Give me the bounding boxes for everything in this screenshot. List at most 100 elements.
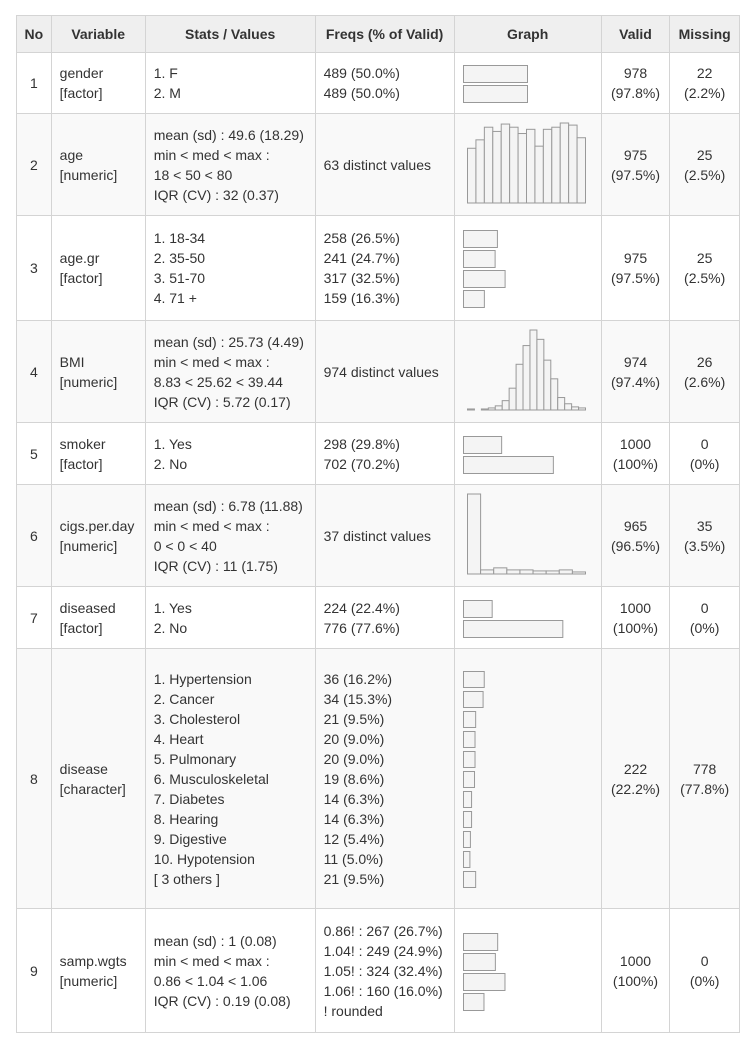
variable-cell: age.gr [factor]: [50, 215, 146, 321]
valid-cell: 975 (97.5%): [600, 215, 671, 321]
missing-line: 25: [696, 250, 713, 266]
graph-svg: [462, 670, 485, 888]
table-body: 1 gender [factor] 1. F 2. M 489 (50.0%) 489 (5…: [16, 52, 740, 1033]
stats-cell: 1. Yes 2. No: [144, 586, 316, 649]
histogram-bar: [501, 399, 510, 411]
col-header-variable: Variable: [50, 15, 146, 53]
stats-line: 5. Pulmonary: [153, 750, 237, 767]
variable-line: [character]: [59, 780, 126, 797]
graph-cell: [453, 484, 602, 587]
freq-line: 14 (6.3%): [323, 790, 385, 807]
histogram-bar: [567, 124, 578, 203]
valid-line: 1000: [619, 599, 652, 616]
row-number: 1: [16, 52, 52, 114]
valid-line: 975: [623, 250, 648, 266]
histogram-bar: [532, 569, 547, 575]
table-row: 8 disease [character] 1. Hypertension 2. Can…: [16, 648, 740, 909]
header-row: No Variable Stats / Values Freqs (% of V…: [16, 15, 740, 53]
table-row: 1 gender [factor] 1. F 2. M 489 (50.0%) 489 (5…: [16, 52, 740, 114]
table-row: 3 age.gr [factor] 1. 18-34 2. 35-50 3. 51-70 4…: [16, 215, 740, 321]
graph-svg: [466, 493, 586, 575]
freq-line: 19 (8.6%): [323, 770, 385, 787]
stats-line: 2. M: [153, 85, 181, 101]
freqs-cell: 298 (29.8%) 702 (70.2%): [314, 422, 455, 485]
stats-line: 9. Digestive: [153, 830, 227, 847]
variable-line: BMI: [59, 353, 85, 370]
stats-line: 1. Yes: [153, 435, 192, 452]
histogram-bar: [466, 147, 477, 203]
freq-bar: [462, 599, 493, 618]
stats-line: 1. F: [153, 65, 178, 81]
freq-line: 11 (5.0%): [323, 850, 384, 867]
col-header-valid: Valid: [600, 15, 671, 53]
variable-cell: BMI [numeric]: [50, 320, 146, 423]
table-row: 6 cigs.per.day [numeric] mean (sd) : 6.78 (…: [16, 484, 740, 587]
freq-line: 317 (32.5%): [323, 270, 400, 286]
stats-cell: mean (sd) : 1 (0.08) min < med < max : 0.8…: [144, 908, 316, 1033]
stats-line: 1. Yes: [153, 599, 192, 616]
graph-cell: [453, 908, 602, 1033]
missing-line: (2.2%): [684, 85, 726, 101]
histogram-bar: [483, 126, 493, 204]
variable-line: [factor]: [59, 619, 103, 636]
valid-cell: 974 (97.4%): [600, 320, 671, 423]
row-number: 8: [16, 648, 52, 909]
variable-line: samp.wgts: [59, 952, 127, 969]
missing-cell: 0 (0%): [669, 586, 740, 649]
variable-line: gender: [59, 65, 104, 81]
missing-cell: 22 (2.2%): [669, 52, 740, 114]
freq-line: 258 (26.5%): [323, 230, 400, 246]
table-row: 9 samp.wgts [numeric] mean (sd) : 1 (0.08) m…: [16, 908, 740, 1033]
missing-line: (77.8%): [680, 780, 730, 797]
missing-line: (2.6%): [684, 373, 726, 390]
stats-line: 2. Cancer: [153, 690, 215, 707]
histogram-bar: [500, 123, 510, 203]
histogram-bar: [563, 402, 572, 411]
stats-line: 1. Hypertension: [153, 670, 252, 687]
histogram-bar: [576, 136, 586, 204]
missing-cell: 0 (0%): [669, 422, 740, 485]
histogram-bar: [559, 122, 569, 203]
variable-line: [factor]: [59, 455, 103, 472]
missing-cell: 25 (2.5%): [669, 215, 740, 321]
freq-bar: [462, 870, 476, 888]
freq-bar: [462, 932, 498, 951]
stats-cell: 1. F 2. M: [144, 52, 316, 114]
valid-cell: 1000 (100%): [600, 586, 671, 649]
graph-cell: [453, 422, 602, 485]
stats-line: min < med < max :: [153, 146, 270, 163]
freq-bar: [462, 850, 471, 868]
col-header-graph: Graph: [453, 15, 602, 53]
histogram-bar: [475, 138, 485, 203]
stats-line: 2. No: [153, 619, 188, 636]
freq-line: 974 distinct values: [323, 363, 439, 380]
row-number: 2: [16, 113, 52, 216]
freq-bar: [462, 435, 502, 454]
variable-line: [factor]: [59, 85, 103, 101]
stats-line: [ 3 others ]: [153, 870, 220, 887]
stats-line: 4. 71 +: [153, 290, 197, 306]
valid-cell: 1000 (100%): [600, 422, 671, 485]
histogram-bar: [515, 363, 524, 410]
missing-line: 25: [696, 146, 713, 163]
histogram-bar: [519, 568, 534, 575]
valid-cell: 978 (97.8%): [600, 52, 671, 114]
stats-line: 0 < 0 < 40: [153, 537, 217, 554]
freq-line: 63 distinct values: [323, 156, 432, 173]
variable-cell: disease [character]: [50, 648, 146, 909]
freqs-cell: 489 (50.0%) 489 (50.0%): [314, 52, 455, 114]
freq-line: 21 (9.5%): [323, 710, 385, 727]
freq-line: 298 (29.8%): [323, 435, 400, 452]
variable-line: [numeric]: [59, 537, 118, 554]
missing-cell: 35 (3.5%): [669, 484, 740, 587]
stats-line: 2. 35-50: [153, 250, 206, 266]
stats-line: 6. Musculoskeletal: [153, 770, 269, 787]
histogram-bar: [542, 128, 552, 204]
stats-line: mean (sd) : 6.78 (11.88): [153, 497, 303, 514]
freq-line: 489 (50.0%): [323, 65, 400, 81]
stats-line: min < med < max :: [153, 952, 270, 969]
row-number: 3: [16, 215, 52, 321]
valid-line: 965: [623, 517, 648, 534]
histogram-bar: [505, 568, 521, 575]
valid-line: 1000: [619, 435, 652, 452]
